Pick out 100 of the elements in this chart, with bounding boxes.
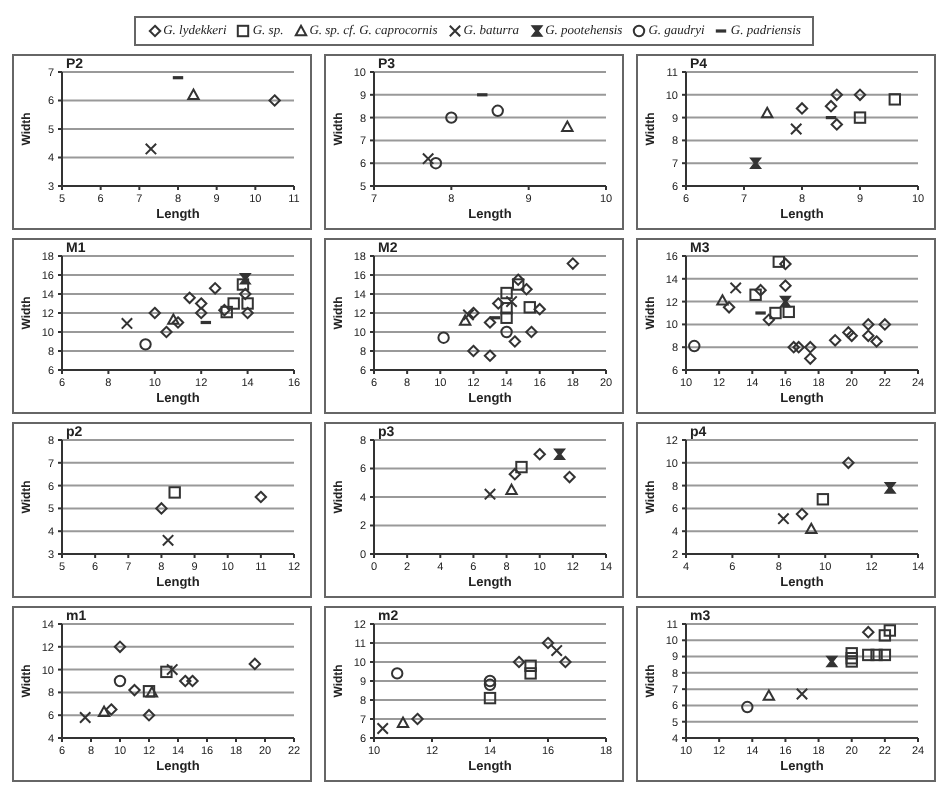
point	[113, 640, 127, 653]
point	[830, 88, 843, 101]
point	[139, 338, 152, 351]
point	[429, 157, 443, 170]
point	[483, 316, 497, 329]
point	[483, 691, 497, 705]
point	[688, 339, 701, 353]
point	[148, 306, 161, 320]
point	[762, 313, 776, 327]
point	[729, 281, 742, 295]
point	[787, 341, 800, 354]
point	[491, 104, 504, 117]
point	[853, 111, 867, 124]
point	[878, 648, 892, 662]
point	[483, 678, 497, 691]
point	[561, 120, 574, 132]
point	[795, 102, 809, 115]
point	[171, 316, 185, 329]
point	[862, 329, 875, 342]
point	[795, 507, 809, 521]
point	[505, 295, 518, 308]
point	[566, 257, 580, 270]
point	[492, 297, 505, 310]
point	[79, 711, 92, 724]
point	[777, 512, 790, 525]
point	[483, 349, 497, 362]
point	[512, 655, 526, 669]
point	[790, 122, 803, 136]
point	[161, 534, 175, 547]
point	[248, 657, 262, 671]
point	[888, 93, 901, 106]
point	[195, 306, 208, 320]
point	[508, 468, 522, 481]
point	[523, 301, 536, 314]
point	[749, 157, 762, 169]
point	[500, 286, 513, 300]
point	[772, 256, 785, 268]
point	[830, 118, 843, 131]
point	[437, 331, 450, 344]
point	[826, 655, 838, 668]
point	[227, 297, 240, 310]
point	[241, 306, 254, 320]
point	[550, 644, 563, 657]
point	[411, 712, 424, 726]
point	[483, 674, 497, 688]
point	[168, 486, 181, 499]
point	[828, 334, 842, 347]
point	[186, 674, 199, 688]
point	[187, 88, 200, 100]
point	[160, 665, 173, 679]
point	[467, 344, 480, 358]
point	[804, 352, 817, 365]
point	[179, 674, 192, 688]
point	[520, 283, 533, 296]
point	[254, 490, 268, 504]
point	[862, 318, 875, 331]
point	[208, 282, 222, 295]
point	[878, 318, 892, 331]
point	[144, 142, 158, 156]
point	[505, 483, 518, 496]
point	[559, 655, 572, 669]
point	[792, 341, 805, 354]
point	[878, 629, 892, 642]
point	[804, 341, 817, 354]
point	[508, 335, 522, 348]
point	[511, 273, 525, 286]
point	[160, 325, 173, 339]
point	[845, 647, 858, 660]
point	[524, 659, 537, 672]
point	[113, 674, 127, 688]
point	[120, 317, 134, 330]
point	[155, 502, 168, 515]
point	[553, 448, 566, 461]
point	[716, 294, 729, 306]
point	[842, 456, 855, 469]
point	[816, 493, 830, 506]
point	[762, 689, 776, 701]
point	[500, 311, 513, 324]
point	[396, 716, 410, 728]
point	[241, 297, 254, 310]
point	[500, 302, 513, 315]
point	[445, 111, 458, 124]
point	[741, 700, 754, 714]
point	[142, 709, 156, 722]
point	[236, 278, 250, 291]
point	[391, 667, 404, 680]
point	[795, 687, 809, 701]
point	[883, 624, 897, 637]
point	[500, 325, 513, 339]
point	[884, 482, 896, 494]
point	[862, 625, 875, 639]
point	[483, 487, 497, 501]
point	[782, 305, 795, 319]
point	[761, 106, 774, 119]
point	[128, 683, 141, 697]
point	[239, 287, 252, 301]
point	[722, 301, 736, 314]
point	[769, 306, 782, 320]
point	[533, 448, 546, 461]
point	[458, 314, 472, 326]
